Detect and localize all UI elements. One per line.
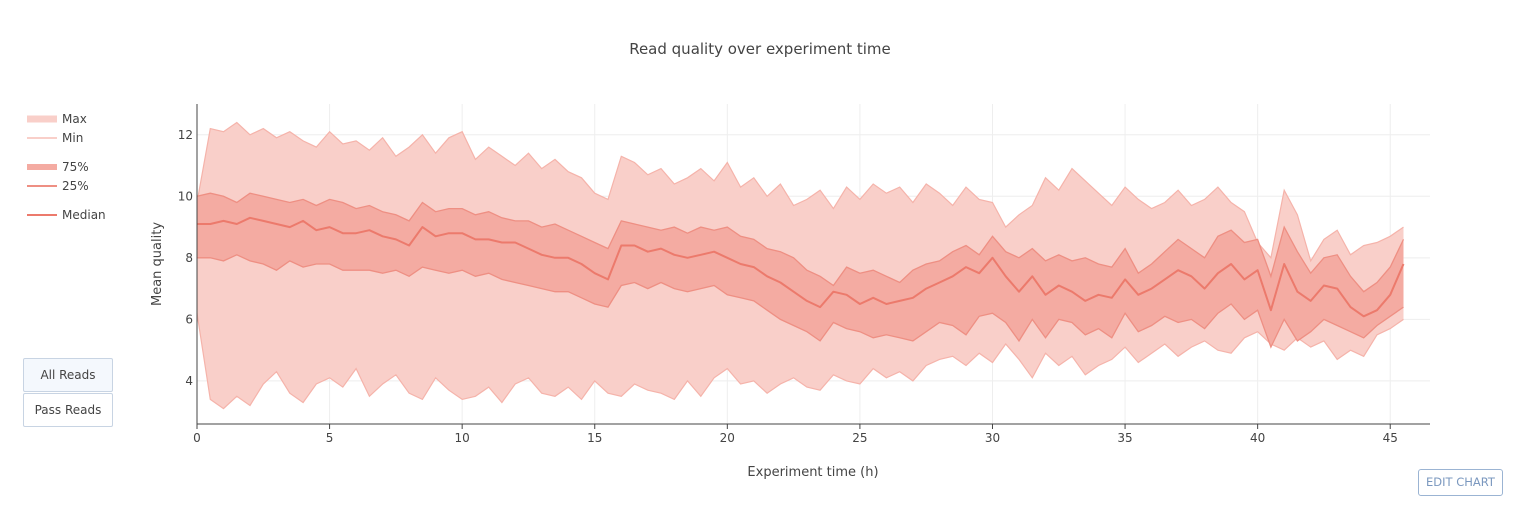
min-line <box>196 313 1404 410</box>
axes: 0 5 10 15 20 25 30 35 40 45 4 6 8 10 12 <box>178 104 1430 445</box>
y-tick-label: 12 <box>178 128 193 142</box>
edit-chart-button[interactable]: EDIT CHART <box>1418 469 1503 496</box>
bands <box>196 121 1405 410</box>
x-tick-label: 40 <box>1250 431 1265 445</box>
x-tick-label: 15 <box>587 431 602 445</box>
legend-label: 75% <box>62 160 89 174</box>
y-tick-label: 10 <box>178 189 193 203</box>
x-tick-label: 30 <box>985 431 1000 445</box>
pass-reads-button[interactable]: Pass Reads <box>23 393 113 427</box>
x-tick-label: 35 <box>1117 431 1132 445</box>
x-axis-title: Experiment time (h) <box>747 465 878 480</box>
y-tick-label: 6 <box>185 312 193 326</box>
x-tick-label: 5 <box>326 431 334 445</box>
x-tick-label: 25 <box>852 431 867 445</box>
y-tick-label: 8 <box>185 251 193 265</box>
legend: Max Min 75% 25% Median <box>27 112 106 222</box>
y-axis-title: Mean quality <box>150 222 165 306</box>
q25-line <box>197 254 1404 349</box>
x-tick-label: 10 <box>455 431 470 445</box>
x-tick-label: 0 <box>193 431 201 445</box>
y-tick-label: 4 <box>185 374 193 388</box>
x-tick-label: 45 <box>1383 431 1398 445</box>
legend-label: 25% <box>62 179 89 193</box>
q75-line <box>196 192 1405 293</box>
legend-label: Max <box>62 112 87 126</box>
chart-title: Read quality over experiment time <box>629 40 891 58</box>
x-tick-label: 20 <box>720 431 735 445</box>
iqr-band <box>197 193 1404 348</box>
max-line <box>196 121 1404 263</box>
median-line <box>197 216 1405 318</box>
legend-label: Min <box>62 131 83 145</box>
all-reads-button[interactable]: All Reads <box>23 358 113 392</box>
legend-label: Median <box>62 208 106 222</box>
